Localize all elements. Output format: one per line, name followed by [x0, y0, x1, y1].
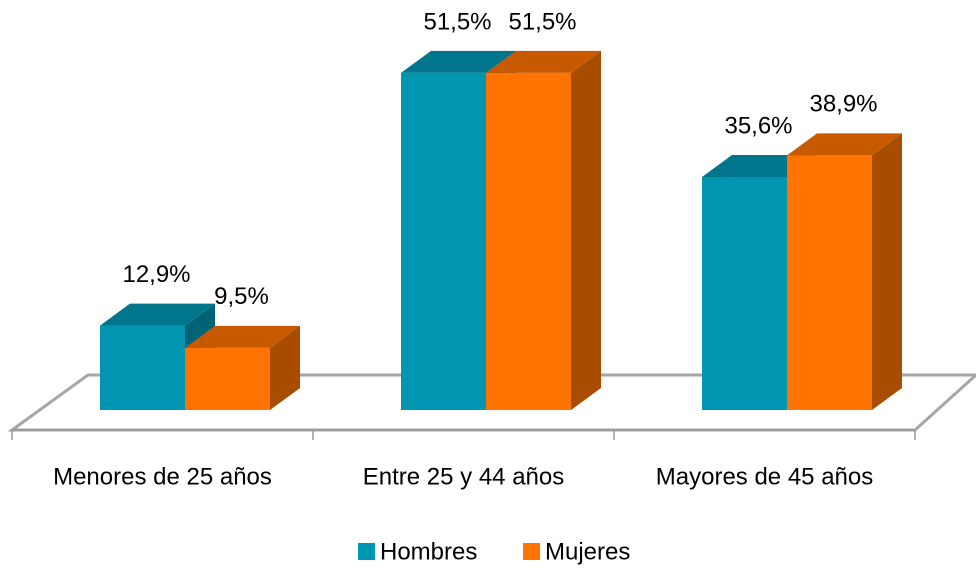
bar: [100, 325, 185, 410]
bar: [486, 72, 571, 410]
data-label: 12,9%: [122, 261, 190, 288]
x-tick-label: Entre 25 y 44 años: [363, 463, 564, 490]
bar-side: [872, 133, 902, 410]
bar-top: [787, 133, 902, 156]
legend-label: Hombres: [380, 538, 477, 565]
bar-side: [571, 50, 601, 411]
legend-swatch: [358, 543, 375, 560]
bar-side: [270, 325, 300, 410]
bar-top: [185, 325, 300, 348]
legend-swatch: [523, 543, 540, 560]
bar-top: [401, 50, 516, 73]
bar-top: [100, 303, 215, 326]
bar: [787, 155, 872, 410]
bar: [185, 347, 270, 410]
data-label: 51,5%: [508, 8, 576, 35]
data-label: 38,9%: [809, 91, 877, 118]
x-tick-label: Menores de 25 años: [53, 463, 272, 490]
bar: [702, 176, 787, 410]
data-label: 51,5%: [423, 8, 491, 35]
data-label: 35,6%: [724, 112, 792, 139]
bar-top: [486, 50, 601, 73]
data-label: 9,5%: [214, 283, 269, 310]
bar: [401, 72, 486, 410]
legend-label: Mujeres: [545, 538, 630, 565]
x-tick-label: Mayores de 45 años: [656, 463, 873, 490]
